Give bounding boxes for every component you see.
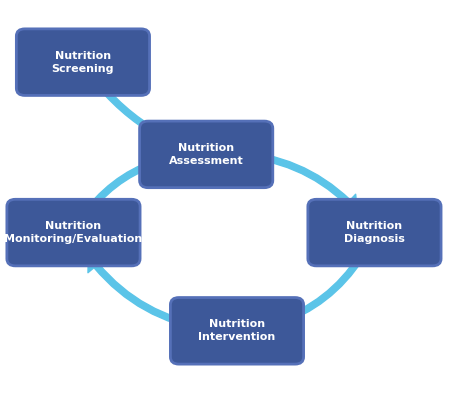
Text: Nutrition
Intervention: Nutrition Intervention xyxy=(199,319,275,342)
FancyArrowPatch shape xyxy=(264,255,364,333)
Text: Nutrition
Diagnosis: Nutrition Diagnosis xyxy=(344,221,405,244)
FancyArrowPatch shape xyxy=(234,151,357,211)
FancyArrowPatch shape xyxy=(88,256,210,332)
FancyArrowPatch shape xyxy=(87,149,179,212)
FancyBboxPatch shape xyxy=(16,29,149,95)
FancyBboxPatch shape xyxy=(7,199,140,266)
FancyBboxPatch shape xyxy=(139,121,273,188)
FancyBboxPatch shape xyxy=(308,199,441,266)
Text: Nutrition
Monitoring/Evaluation: Nutrition Monitoring/Evaluation xyxy=(4,221,143,244)
Text: Nutrition
Assessment: Nutrition Assessment xyxy=(169,143,244,166)
FancyArrowPatch shape xyxy=(97,83,180,149)
FancyBboxPatch shape xyxy=(170,298,303,364)
Text: Nutrition
Screening: Nutrition Screening xyxy=(52,51,114,74)
